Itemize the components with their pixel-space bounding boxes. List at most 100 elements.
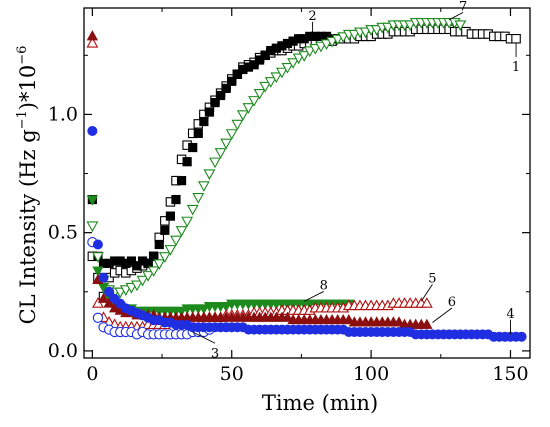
data-point <box>86 221 99 233</box>
data-point <box>142 271 155 282</box>
curve-label-1: 1 <box>512 60 520 75</box>
data-point <box>348 29 361 41</box>
data-point <box>104 286 115 297</box>
data-point <box>370 25 383 36</box>
data-point <box>98 272 109 283</box>
curve-label-3: 3 <box>211 346 219 361</box>
data-point <box>270 72 283 84</box>
data-point <box>198 304 210 315</box>
data-point <box>153 259 166 270</box>
curve-labels: 1 2 3 4 56 7 8 <box>192 0 520 361</box>
series-4 <box>87 125 527 342</box>
data-point <box>126 256 136 266</box>
data-point <box>119 285 132 296</box>
data-point <box>160 216 170 226</box>
x-axis-title: Time (min) <box>262 391 378 415</box>
data-point <box>359 27 372 39</box>
data-point <box>181 216 194 228</box>
data-point <box>275 67 288 79</box>
curve-label-2: 2 <box>308 9 316 24</box>
data-point <box>421 318 433 329</box>
curve-label-6: 6 <box>448 295 456 310</box>
data-point <box>236 110 249 121</box>
data-point <box>147 266 160 278</box>
data-point <box>186 204 199 216</box>
data-point <box>292 53 305 65</box>
data-point <box>92 266 104 277</box>
data-point <box>136 275 149 287</box>
data-point <box>232 69 242 79</box>
data-point <box>242 103 255 114</box>
data-point <box>210 97 220 108</box>
data-point <box>227 76 237 86</box>
data-point <box>225 129 238 140</box>
x-tick-label: 50 <box>220 363 244 385</box>
data-point <box>176 176 187 186</box>
x-tick-label: 150 <box>492 363 528 385</box>
data-point <box>131 280 143 292</box>
data-point <box>221 83 231 94</box>
data-point <box>281 311 294 322</box>
data-point <box>193 128 203 138</box>
data-point <box>381 22 394 34</box>
data-point <box>143 258 153 269</box>
data-point <box>231 119 244 131</box>
data-point <box>175 226 188 237</box>
y-axis-title: CL Intensity (Hz g−1)*10−6 <box>15 46 40 325</box>
data-point <box>214 148 227 159</box>
data-point <box>203 169 216 181</box>
series-7 <box>86 18 467 299</box>
data-point <box>255 55 265 65</box>
data-point <box>320 39 333 51</box>
data-point <box>209 157 221 169</box>
data-point <box>298 51 311 62</box>
data-point <box>154 239 164 250</box>
curve-label-pointer <box>420 284 433 302</box>
data-point <box>343 313 355 325</box>
data-point <box>220 138 233 150</box>
data-point <box>220 301 232 313</box>
data-point <box>158 252 171 263</box>
data-point <box>125 282 138 294</box>
data-point <box>165 211 176 221</box>
y-tick-label: 0.0 <box>48 340 78 362</box>
data-point <box>182 157 192 167</box>
data-point <box>281 62 294 74</box>
data-point <box>86 30 99 41</box>
data-point <box>92 239 103 250</box>
data-point <box>197 181 210 192</box>
data-point <box>87 125 98 136</box>
data-point <box>92 252 104 263</box>
axis-ticks: 0 50 100 150 0.0 0.5 1.0 <box>48 8 530 385</box>
series-2 <box>87 31 337 271</box>
data-point <box>171 194 181 205</box>
data-point <box>454 20 467 32</box>
svg-text:CL Intensity (Hz g−1)*10−6: CL Intensity (Hz g−1)*10−6 <box>15 46 40 325</box>
data-point <box>393 316 405 327</box>
data-point <box>149 251 159 261</box>
curve-label-4: 4 <box>506 307 514 322</box>
data-point <box>86 195 99 206</box>
data-point <box>249 60 259 70</box>
y-axis-title-exp: −6 <box>15 46 30 65</box>
data-point <box>188 142 198 153</box>
data-point <box>192 193 205 204</box>
data-point <box>404 20 417 32</box>
curve-label-pointer <box>448 11 464 21</box>
y-tick-label: 1.0 <box>48 103 78 125</box>
data-point <box>199 116 209 127</box>
data-point <box>164 245 177 256</box>
series-6 <box>86 30 433 329</box>
data-point <box>264 77 277 88</box>
data-point <box>114 287 127 299</box>
x-tick-label: 0 <box>86 363 98 385</box>
data-point <box>303 46 316 58</box>
y-axis-title-sup1: −1 <box>15 110 30 129</box>
curve-label-7: 7 <box>459 0 467 14</box>
curve-label-pointer <box>192 331 216 344</box>
data-point <box>259 81 272 93</box>
plot-area-border <box>83 7 531 359</box>
data-point <box>287 58 299 69</box>
data-point <box>170 235 182 247</box>
